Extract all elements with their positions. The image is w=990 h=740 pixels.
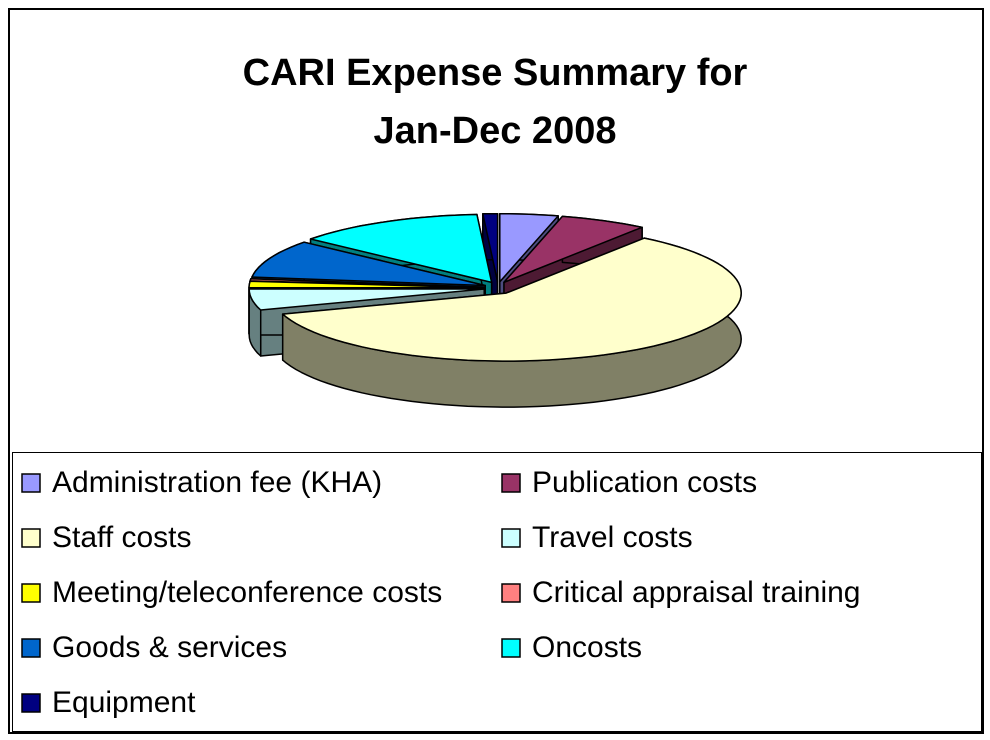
slice	[503, 215, 643, 284]
slice	[309, 213, 493, 284]
chart-title: CARI Expense Summary for Jan-Dec 2008	[242, 52, 748, 152]
legend-box	[12, 452, 982, 732]
legend-label: Travel costs	[532, 521, 693, 554]
legend-swatch	[21, 583, 41, 603]
legend-label: Oncosts	[532, 631, 642, 664]
legend-label: Staff costs	[52, 521, 192, 554]
legend-swatch	[21, 693, 41, 713]
slice	[248, 280, 485, 289]
legend-label: Critical appraisal training	[532, 576, 860, 609]
legend-swatch	[501, 638, 521, 658]
legend-swatch	[21, 473, 41, 493]
legend-swatch	[501, 583, 521, 603]
slice	[248, 288, 485, 311]
slice	[499, 212, 559, 283]
legend-label: Publication costs	[532, 466, 757, 499]
slice	[482, 212, 499, 283]
legend-label: Meeting/teleconference costs	[52, 576, 442, 609]
slice	[251, 241, 486, 287]
legend-label: Equipment	[52, 686, 196, 719]
legend-swatch	[21, 638, 41, 658]
slice	[281, 237, 742, 362]
legend-label: Goods & services	[52, 631, 287, 664]
legend-swatch	[501, 473, 521, 493]
legend-swatch	[501, 528, 521, 548]
chart-frame	[8, 8, 984, 734]
legend-label: Administration fee (KHA)	[52, 466, 382, 499]
legend-swatch	[21, 528, 41, 548]
